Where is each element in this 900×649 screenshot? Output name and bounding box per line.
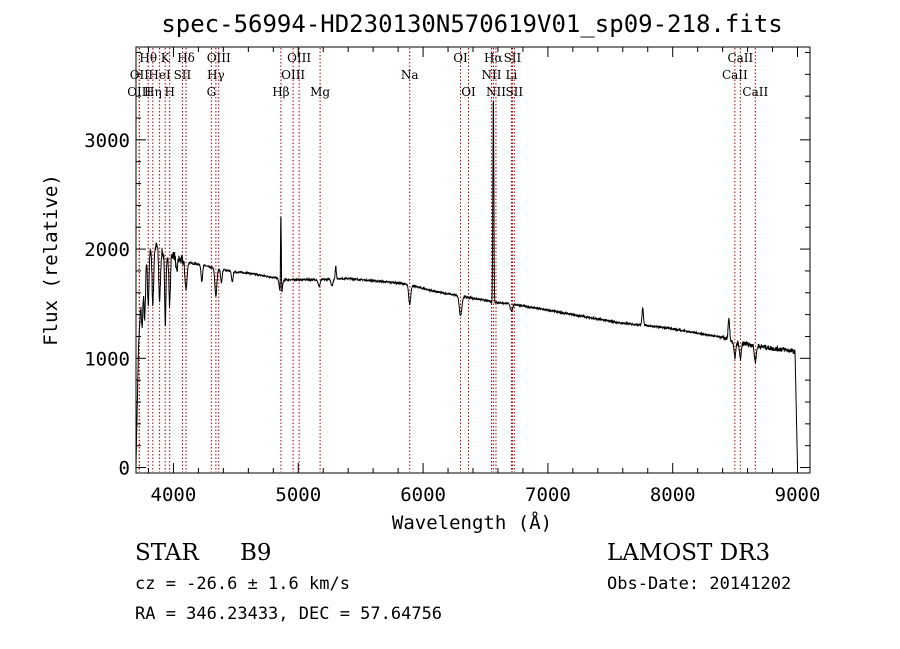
y-tick-label: 2000 [84, 239, 130, 261]
line-marker-label: OI [453, 51, 468, 65]
x-tick-label: 6000 [400, 484, 446, 506]
redshift-text: cz = -26.6 ± 1.6 km/s [135, 574, 350, 594]
line-marker-label: Hγ [207, 68, 225, 82]
line-marker-label: OIII [281, 68, 305, 82]
line-marker-label: OIII [287, 51, 311, 65]
line-marker-label: OI [461, 85, 476, 99]
line-marker-label: HeI [148, 68, 171, 82]
line-marker-label: G [207, 85, 217, 99]
line-marker-label: Li [506, 68, 518, 82]
line-marker-label: Hβ [272, 85, 289, 99]
line-marker-label: SII [174, 68, 192, 82]
x-axis-label: Wavelength (Å) [392, 511, 552, 534]
object-subclass: B9 [240, 540, 272, 566]
line-marker-label: Hδ [177, 51, 195, 65]
obs-date-text: Obs-Date: 20141202 [607, 574, 791, 594]
line-marker-label: Na [401, 68, 419, 82]
line-marker-label: K [161, 51, 171, 65]
survey-name: LAMOST DR3 [607, 540, 770, 566]
line-marker-label: CaII [722, 68, 748, 82]
y-axis-label: Flux (relative) [40, 174, 62, 346]
line-marker-label: Hη [144, 85, 162, 99]
y-tick-label: 0 [119, 458, 130, 480]
line-marker-label: Hα [484, 51, 503, 65]
line-marker-label: Hθ [139, 51, 157, 65]
x-tick-label: 9000 [775, 484, 821, 506]
line-marker-label: OII [130, 68, 150, 82]
line-marker-label: CaII [742, 85, 768, 99]
x-axis: 4000 5000 6000 7000 8000 9000 [147, 47, 821, 506]
chart-title: spec-56994-HD230130N570619V01_sp09-218.f… [161, 10, 782, 38]
line-marker-label: Mg [310, 85, 330, 99]
line-markers [138, 48, 756, 472]
y-axis: 0 1000 2000 3000 [84, 51, 810, 480]
line-marker-label: NII [486, 85, 506, 99]
y-tick-label: 3000 [84, 130, 130, 152]
line-marker-label: OIII [207, 51, 231, 65]
plot-frame [135, 46, 811, 474]
line-marker-label: SII [504, 51, 522, 65]
line-marker-label: OIII [127, 85, 151, 99]
object-class: STAR [135, 540, 199, 566]
spectrum-line [135, 101, 798, 468]
x-tick-label: 5000 [275, 484, 321, 506]
line-marker-label: CaII [727, 51, 753, 65]
y-tick-label: 1000 [84, 348, 130, 370]
x-tick-label: 4000 [151, 484, 197, 506]
x-tick-label: 7000 [525, 484, 571, 506]
line-marker-label: NII [481, 68, 501, 82]
x-tick-label: 8000 [650, 484, 696, 506]
line-marker-label: SII [505, 85, 523, 99]
coords-text: RA = 346.23433, DEC = 57.64756 [135, 604, 442, 624]
line-marker-label: H [164, 85, 174, 99]
